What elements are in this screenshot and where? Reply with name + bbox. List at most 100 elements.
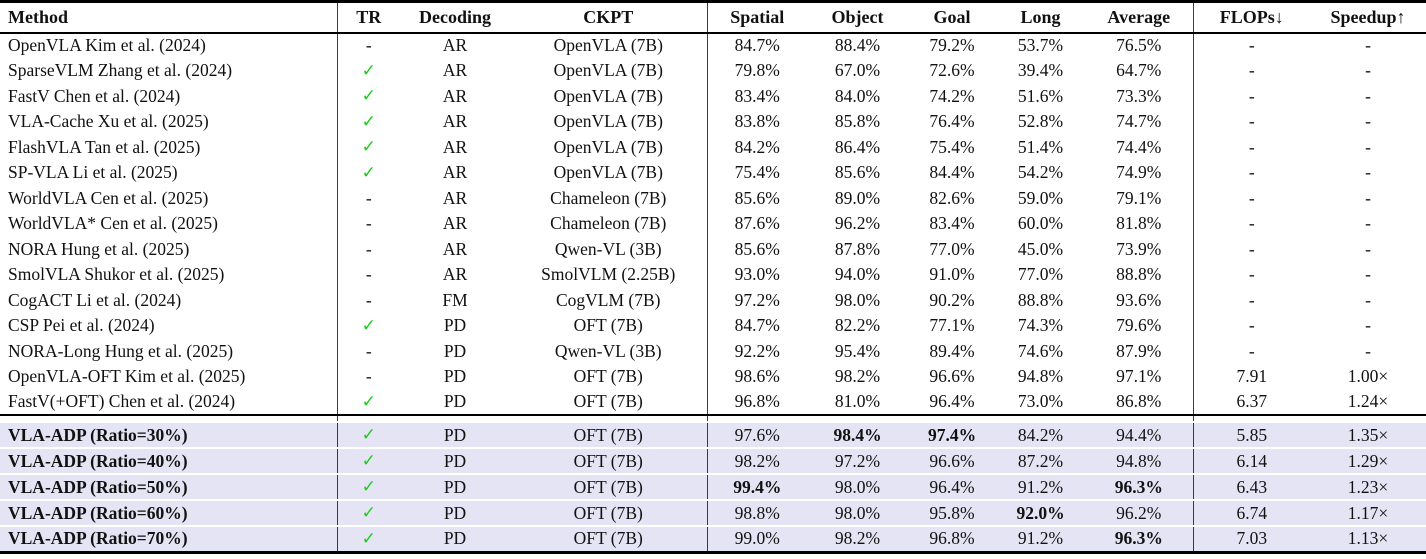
cell-ckpt: CogVLM (7B) (510, 287, 708, 313)
cell-ckpt: OpenVLA (7B) (510, 32, 708, 58)
cell-spatial: 98.2% (707, 447, 807, 474)
cell-method (0, 415, 338, 422)
cell-spatial: 96.8% (707, 389, 807, 416)
cell-method: VLA-ADP (Ratio=30%) (0, 421, 338, 448)
cell-flops: 7.03 (1193, 525, 1310, 552)
table-row: VLA-ADP (Ratio=40%) ✓ PD OFT (7B) 98.2% … (0, 447, 1426, 474)
cell-method: SparseVLM Zhang et al. (2024) (0, 58, 338, 84)
cell-method: FlashVLA Tan et al. (2025) (0, 134, 338, 160)
cell-ckpt: OFT (7B) (510, 499, 708, 526)
col-header-tr: TR (337, 1, 400, 34)
cell-flops: - (1248, 238, 1255, 259)
cell-object: 97.2% (807, 447, 908, 474)
cell-goal: 91.0% (929, 264, 975, 285)
cell-token-reduction: ✓ (337, 525, 400, 552)
cell-object: 81.0% (807, 389, 908, 416)
cell-decoding: PD (443, 340, 467, 361)
cell-goal: 74.2% (929, 85, 975, 106)
cell-decoding: AR (442, 264, 468, 285)
cell-average: 64.7% (1085, 58, 1194, 84)
cell-flops: 6.74 (1193, 499, 1310, 526)
cell-flops: - (1248, 340, 1255, 361)
col-header-method: Method (0, 1, 338, 34)
cell-flops: - (1248, 264, 1255, 285)
cell-token-reduction: ✓ (361, 137, 376, 158)
cell-speedup: - (1365, 162, 1371, 183)
cell-object: 82.2% (834, 315, 881, 336)
cell-decoding: PD (400, 421, 510, 448)
cell-object: 67.0% (834, 60, 881, 81)
cell-spatial: 75.4% (734, 162, 780, 183)
cell-flops: - (1248, 35, 1255, 56)
cell-method: FastV(+OFT) Chen et al. (2024) (0, 389, 338, 416)
cell-goal: 95.8% (908, 499, 996, 526)
cell-ckpt: OpenVLA (7B) (510, 134, 708, 160)
cell-speedup: 1.17× (1310, 499, 1426, 526)
cell-average: 94.4% (1085, 421, 1194, 448)
cell-flops: - (1248, 85, 1255, 106)
cell-spatial: 98.6% (734, 366, 780, 387)
cell-token-reduction: ✓ (337, 447, 400, 474)
table-row: OpenVLA-OFT Kim et al. (2025) - PD OFT (… (0, 364, 1426, 390)
cell-goal: 96.4% (908, 389, 996, 416)
cell-goal: 77.0% (929, 238, 975, 259)
cell-flops: 6.37 (1193, 389, 1310, 416)
cell-spatial: 84.7% (734, 35, 780, 56)
cell-ckpt: OFT (7B) (510, 447, 708, 474)
cell-long: 73.0% (996, 389, 1085, 416)
cell-decoding: AR (442, 187, 468, 208)
cell-average: 74.4% (1085, 134, 1194, 160)
cell-method: CogACT Li et al. (2024) (0, 287, 338, 313)
cell-ckpt: OFT (7B) (510, 525, 708, 552)
cell-token-reduction: ✓ (361, 111, 376, 132)
cell-method: VLA-Cache Xu et al. (2025) (0, 109, 338, 135)
col-header-average: Average (1085, 1, 1194, 34)
table-row: VLA-ADP (Ratio=60%) ✓ PD OFT (7B) 98.8% … (0, 499, 1426, 526)
cell-object: 98.2% (834, 366, 881, 387)
col-header-goal: Goal (908, 1, 996, 34)
cell-token-reduction: - (365, 264, 372, 285)
cell-long: 77.0% (1017, 264, 1064, 285)
cell-goal: 90.2% (929, 289, 975, 310)
table-row: OpenVLA Kim et al. (2024) - AR OpenVLA (… (0, 32, 1426, 58)
cell-long: 88.8% (1017, 289, 1064, 310)
cell-speedup: 1.13× (1310, 525, 1426, 552)
cell-long: 39.4% (1017, 60, 1064, 81)
cell-object: 98.0% (807, 473, 908, 500)
cell-speedup: - (1365, 264, 1371, 285)
cell-decoding: AR (442, 35, 468, 56)
cell-flops (1193, 415, 1310, 422)
cell-spatial: 98.8% (707, 499, 807, 526)
cell-goal: 75.4% (929, 136, 975, 157)
cell-object: 88.4% (834, 35, 881, 56)
cell-speedup: 1.35× (1310, 421, 1426, 448)
cell-spatial: 87.6% (734, 213, 780, 234)
cell-speedup: 1.24× (1310, 389, 1426, 416)
cell-goal: 96.6% (929, 366, 975, 387)
cell-token-reduction: ✓ (337, 421, 400, 448)
cell-long: 94.8% (1017, 366, 1064, 387)
cell-object: 98.0% (807, 499, 908, 526)
col-header-spatial: Spatial (707, 1, 807, 34)
cell-speedup: 1.00× (1347, 366, 1389, 387)
cell-spatial: 83.8% (734, 111, 780, 132)
cell-goal: 79.2% (929, 35, 975, 56)
cell-ckpt: SmolVLM (2.25B) (510, 262, 708, 288)
col-header-long: Long (996, 1, 1085, 34)
cell-method: SmolVLA Shukor et al. (2025) (0, 262, 338, 288)
cell-average: 74.9% (1085, 160, 1194, 186)
cell-goal: 96.6% (908, 447, 996, 474)
cell-token-reduction: - (365, 238, 372, 259)
cell-token-reduction (337, 415, 400, 422)
table-row: FlashVLA Tan et al. (2025) ✓ AR OpenVLA … (0, 134, 1426, 160)
cell-speedup: - (1365, 187, 1371, 208)
cell-ckpt: OpenVLA (7B) (510, 83, 708, 109)
cell-token-reduction: ✓ (337, 499, 400, 526)
header-row: Method TR Decoding CKPT Spatial Object G… (0, 1, 1426, 34)
cell-method: VLA-ADP (Ratio=70%) (0, 525, 338, 552)
cell-speedup: - (1365, 35, 1371, 56)
cell-decoding: PD (400, 499, 510, 526)
cell-token-reduction: ✓ (361, 86, 376, 107)
cell-goal: 89.4% (929, 340, 975, 361)
